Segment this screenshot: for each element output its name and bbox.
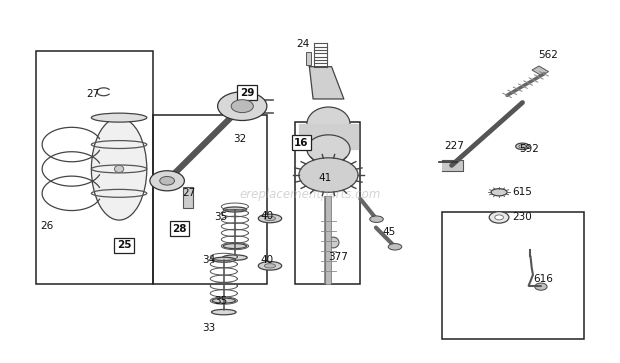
- Text: 33: 33: [202, 323, 215, 333]
- Text: 230: 230: [512, 212, 532, 223]
- Bar: [249, 97, 255, 102]
- Polygon shape: [309, 67, 344, 99]
- Bar: [306, 52, 311, 65]
- Text: 616: 616: [533, 274, 553, 284]
- Bar: [153, 115, 267, 284]
- Ellipse shape: [516, 143, 529, 150]
- Polygon shape: [443, 160, 463, 171]
- Text: 26: 26: [40, 221, 53, 231]
- Ellipse shape: [491, 189, 507, 196]
- Text: 32: 32: [233, 134, 246, 144]
- Bar: [36, 50, 153, 284]
- Text: 24: 24: [296, 40, 309, 49]
- Circle shape: [489, 212, 509, 223]
- Bar: [249, 110, 255, 115]
- Bar: [532, 66, 549, 76]
- Ellipse shape: [259, 261, 281, 270]
- Ellipse shape: [264, 264, 275, 268]
- Circle shape: [535, 283, 547, 290]
- Ellipse shape: [307, 107, 350, 141]
- Text: 562: 562: [538, 50, 558, 60]
- Circle shape: [218, 92, 267, 121]
- Text: 16: 16: [294, 138, 309, 148]
- Ellipse shape: [211, 309, 236, 315]
- Text: 27: 27: [182, 188, 196, 198]
- Circle shape: [231, 100, 254, 113]
- Ellipse shape: [223, 255, 247, 260]
- Ellipse shape: [115, 166, 124, 172]
- Ellipse shape: [264, 216, 275, 221]
- Ellipse shape: [223, 207, 247, 212]
- Text: 28: 28: [173, 224, 187, 234]
- Text: 41: 41: [318, 173, 331, 183]
- Circle shape: [299, 158, 358, 192]
- Text: 27: 27: [86, 89, 100, 99]
- Text: ereplacementparts.com: ereplacementparts.com: [239, 188, 381, 201]
- Text: 34: 34: [202, 256, 216, 265]
- Text: 377: 377: [329, 252, 348, 262]
- Ellipse shape: [223, 244, 247, 249]
- Text: 40: 40: [261, 211, 274, 221]
- Text: 25: 25: [117, 240, 131, 250]
- Ellipse shape: [328, 237, 339, 248]
- Text: 16: 16: [295, 138, 309, 148]
- Polygon shape: [299, 124, 358, 149]
- Bar: [183, 187, 193, 208]
- Text: 29: 29: [241, 87, 254, 98]
- Ellipse shape: [91, 118, 147, 220]
- Text: 592: 592: [520, 144, 539, 154]
- Text: 40: 40: [261, 256, 274, 265]
- Ellipse shape: [307, 135, 350, 164]
- Bar: [443, 212, 584, 339]
- Text: 25: 25: [118, 240, 131, 250]
- Ellipse shape: [212, 298, 236, 303]
- Text: 35: 35: [214, 295, 227, 306]
- Text: 29: 29: [240, 87, 254, 98]
- Text: 615: 615: [512, 187, 532, 197]
- Ellipse shape: [519, 144, 526, 148]
- Ellipse shape: [259, 214, 281, 223]
- Circle shape: [160, 176, 174, 185]
- Ellipse shape: [370, 216, 383, 223]
- Text: 45: 45: [383, 228, 396, 237]
- Circle shape: [150, 171, 184, 191]
- Text: 35: 35: [214, 212, 227, 222]
- Text: 227: 227: [445, 141, 464, 151]
- Ellipse shape: [388, 244, 402, 250]
- Text: 28: 28: [172, 224, 187, 234]
- Circle shape: [495, 215, 503, 220]
- Ellipse shape: [212, 257, 236, 262]
- Ellipse shape: [91, 113, 147, 122]
- Bar: [295, 122, 360, 284]
